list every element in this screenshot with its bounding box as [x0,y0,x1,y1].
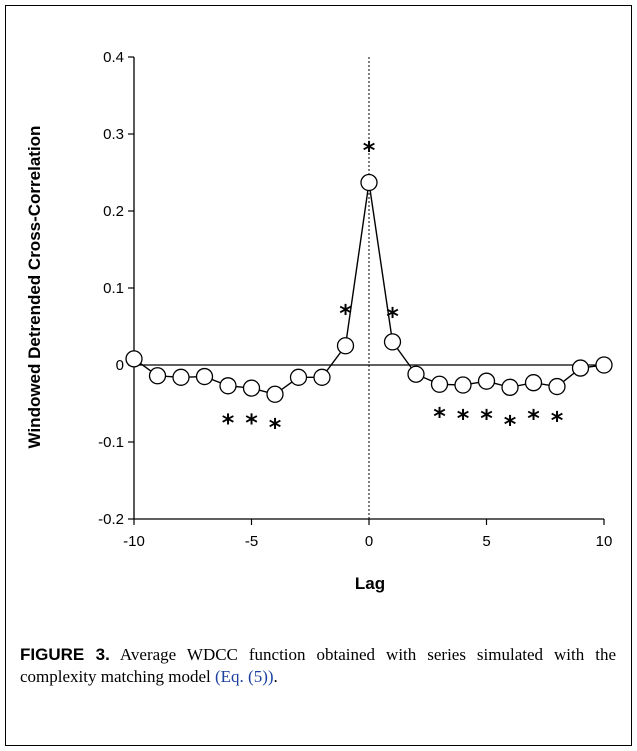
data-point [454,376,472,394]
significance-star: * [269,414,282,442]
data-point [125,350,143,368]
significance-star: * [551,407,564,435]
data-point [407,365,425,383]
y-tick-label: 0 [116,357,124,374]
y-tick-label: 0.1 [103,280,124,297]
data-point [172,368,190,386]
chart-marks: * * * * * * * * * * * * [125,136,613,442]
significance-star: * [245,409,258,437]
figure-caption: FIGURE 3. Average WDCC function obtained… [20,644,616,688]
significance-star: * [222,409,235,437]
x-tick-label: 5 [482,533,490,550]
x-tick-label: -10 [123,533,145,550]
data-point [360,173,378,192]
data-point [524,374,543,392]
significance-star: * [527,404,540,432]
data-point [477,372,496,390]
data-point [548,377,566,396]
significance-star: * [480,404,493,432]
data-point [336,337,355,355]
caption-equation-link[interactable]: (Eq. (5)) [215,667,274,686]
data-point [501,378,519,396]
y-tick-label: -0.1 [98,434,124,451]
data-point [289,368,308,386]
caption-label: FIGURE 3. [20,645,110,664]
y-tick-label: 0.3 [103,126,124,143]
x-tick-label: -5 [245,533,258,550]
data-point [242,379,261,397]
wdcc-chart: -0.2-0.100.10.20.30.4-10 -5 0 5 10 * * ***** * *… [25,49,613,593]
data-point [430,375,449,393]
significance-star: * [457,404,470,432]
significance-star: * [433,403,446,431]
x-axis-title: Lag [355,574,385,593]
data-point [313,368,331,386]
data-point [571,359,590,377]
data-point [195,367,214,386]
significance-star: * [386,303,399,331]
x-tick-label: 10 [596,533,613,550]
y-tick-label: 0.2 [103,203,124,220]
caption-text: Average WDCC function obtained with seri… [20,645,616,686]
data-point [148,367,167,385]
significance-star: * [504,410,517,438]
data-point [383,333,402,351]
x-tick-label: 0 [365,533,373,550]
y-axis-title: Windowed Detrended Cross-Correlation [25,126,44,449]
data-point [266,385,284,403]
y-tick-label: 0.4 [103,49,124,66]
caption-tail: . [273,667,278,686]
chart-axes: -0.2 -0.1 0 0.1 0.2 0.3 0.4 -10 -5 0 5 10 [98,49,612,550]
data-point [219,377,237,395]
data-point [595,356,613,374]
significance-star: * [363,136,376,164]
y-tick-label: -0.2 [98,511,124,528]
significance-star: * [339,300,352,328]
